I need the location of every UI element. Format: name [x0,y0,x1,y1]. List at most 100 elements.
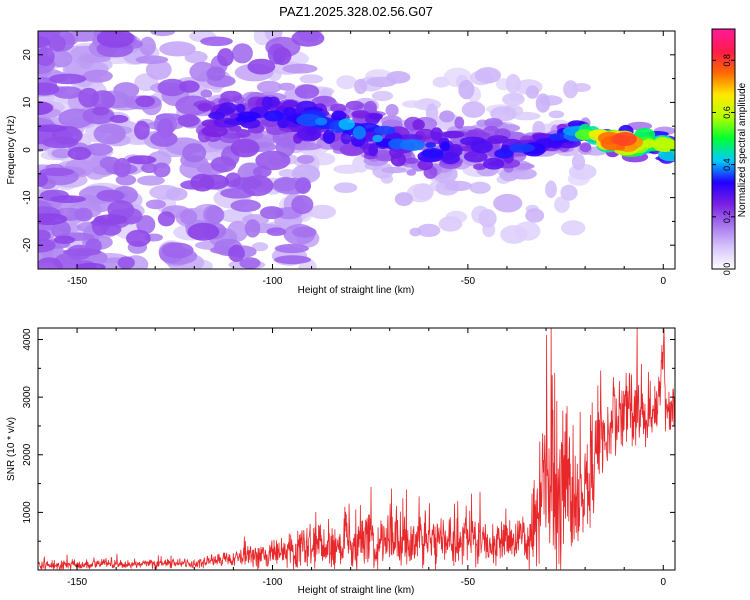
spectrogram-cell [294,84,320,99]
spectrogram-cell [642,138,656,149]
spectrogram-cell [296,113,323,127]
spectrogram-cell [182,143,207,163]
snr-background [38,328,675,570]
spectrogram-cell [308,204,336,220]
spectrogram-cell [157,78,187,97]
spectrogram-cell [548,110,565,119]
snr-ytick-label: 2000 [22,443,33,466]
colorbar-band [712,75,735,78]
colorbar-band [712,255,735,258]
colorbar-band [712,229,735,232]
spectrogram-cell [417,223,441,237]
colorbar-band [712,257,735,260]
spectrogram-cell [38,213,68,226]
colorbar-band [712,69,735,72]
spectrogram-cell [421,148,444,159]
colorbar-tick-label: 0.2 [722,211,732,224]
colorbar-band [712,107,735,110]
colorbar-band [712,137,735,140]
colorbar-band [712,213,735,216]
spectrogram-cell [127,155,157,165]
spectrogram-cell [315,117,328,126]
spectrogram-cell [295,177,311,195]
spectrogram-cell [63,248,102,256]
spectrogram-cell [113,158,132,178]
spectrogram-cell [532,120,546,136]
snr-xtick-label: -150 [67,577,87,588]
colorbar-band [712,153,735,156]
colorbar-band [712,237,735,240]
spectrogram-cell [230,199,261,212]
colorbar-band [712,125,735,128]
spectrogram-cell [139,36,156,56]
snr-xtick-label: -50 [461,577,476,588]
colorbar-band [712,251,735,254]
spectrogram-cell [554,196,570,213]
colorbar-band [712,89,735,92]
colorbar-band [712,151,735,154]
spectrogram-cell [239,257,261,269]
colorbar-band [712,129,735,132]
colorbar-band [712,165,735,168]
spectrogram-cell [272,47,292,66]
colorbar-band [712,65,735,68]
spectrogram-cell [487,135,509,144]
spectrogram-cell [345,100,364,110]
snr-ylabel: SNR (10 * v/v) [6,417,17,481]
spectrogram-cell [560,184,578,201]
colorbar-band [712,133,735,136]
colorbar-band [712,179,735,182]
colorbar-band [712,73,735,76]
spectrogram-cell [76,262,106,269]
spectrogram-cell [266,127,284,136]
spectrogram-cell [299,74,323,84]
colorbar-band [712,123,735,126]
colorbar-band [712,45,735,48]
colorbar-band [712,227,735,230]
spectrogram-cell [305,125,318,136]
spectrogram-cell [157,118,174,139]
spectrogram-cell [351,110,370,119]
colorbar-band [712,135,735,138]
spectrogram-cell [256,80,282,94]
snr-ytick-label: 1000 [22,501,33,524]
colorbar-band [712,119,735,122]
colorbar-frame [711,28,736,270]
spectrogram-cell [372,134,383,143]
chart-title: PAZ1.2025.328.02.56.G07 [279,4,433,19]
spectrogram-ytick-label: -10 [22,190,33,205]
spectrogram-cell [500,225,528,244]
colorbar-band [712,81,735,84]
spectrogram-cell [444,180,473,192]
spectrogram-cell [278,82,296,91]
colorbar-band [712,63,735,66]
colorbar-band [712,233,735,236]
spectrogram-cell [381,166,407,174]
spectrogram-cell [92,106,110,116]
spectrogram-cell [322,129,336,144]
snr-ytick-label: 4000 [22,328,33,351]
spectrogram-cell [157,211,175,227]
colorbar-band [712,175,735,178]
colorbar-band [712,211,735,214]
colorbar-band [712,249,735,252]
colorbar-band [712,199,735,202]
spectrogram-cell [231,43,253,64]
colorbar-band [712,141,735,144]
colorbar-band [712,191,735,194]
colorbar-band [712,167,735,170]
colorbar-band [712,77,735,80]
spectrogram-cell [441,152,460,165]
snr-panel: -150 -100 -50 0 1000 2000 3000 4000 Height of s… [6,327,676,596]
spectrogram-cell [352,125,366,140]
spectrogram-cell [38,36,51,48]
colorbar-band [712,235,735,238]
spectrogram-cell [141,163,158,174]
colorbar-band [712,241,735,244]
colorbar-band [712,113,735,116]
colorbar-band [712,205,735,208]
spectrogram-cell [152,162,171,178]
spectrogram-cell [145,199,166,210]
spectrogram-cell [535,93,551,113]
